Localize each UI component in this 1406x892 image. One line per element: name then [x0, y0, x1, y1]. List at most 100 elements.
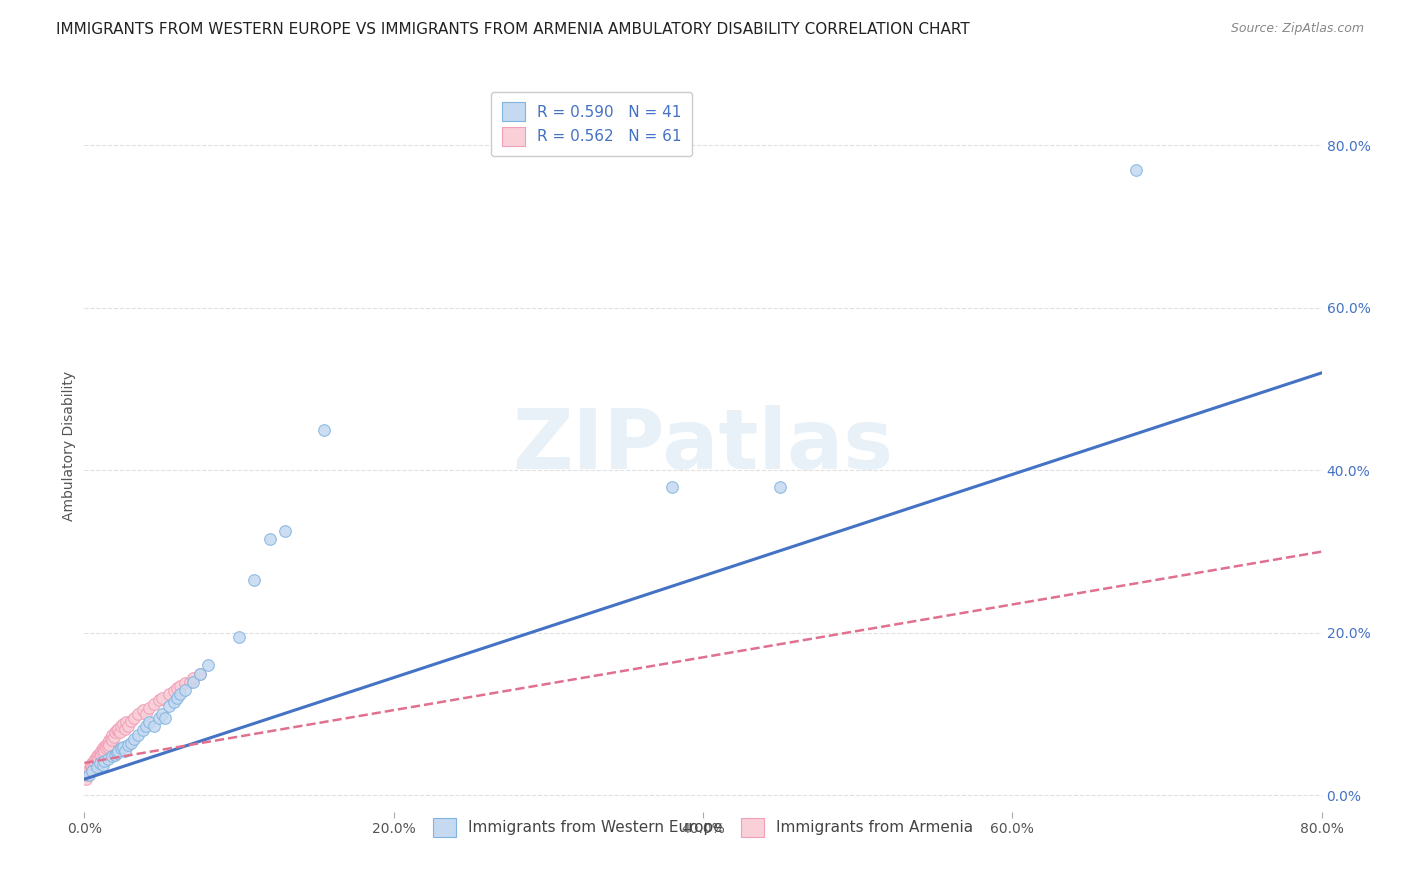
Text: Source: ZipAtlas.com: Source: ZipAtlas.com: [1230, 22, 1364, 36]
Point: [75, 772, 97, 787]
Point: [159, 687, 180, 701]
Point: [112, 739, 135, 754]
Point: [148, 692, 170, 706]
Y-axis label: Ambulatory Disability: Ambulatory Disability: [62, 371, 76, 521]
Point: [100, 731, 122, 746]
Point: [114, 744, 136, 758]
Point: [181, 671, 204, 685]
Point: [188, 666, 211, 681]
Point: [138, 700, 160, 714]
Point: [91, 746, 114, 760]
Point: [120, 736, 142, 750]
Point: [84, 752, 107, 766]
Point: [76, 765, 98, 780]
Point: [169, 687, 191, 701]
Point: [110, 741, 132, 756]
Point: [143, 719, 166, 733]
Point: [107, 744, 129, 758]
Point: [90, 747, 112, 762]
Point: [77, 768, 100, 782]
Point: [104, 725, 127, 739]
Point: [174, 682, 197, 697]
Point: [83, 757, 105, 772]
Point: [87, 752, 110, 766]
Point: [108, 725, 131, 739]
Point: [243, 573, 266, 587]
Point: [83, 755, 105, 769]
Point: [96, 739, 118, 754]
Point: [135, 707, 157, 722]
Point: [77, 763, 100, 777]
Point: [77, 764, 100, 778]
Point: [103, 730, 125, 744]
Point: [115, 715, 138, 730]
Point: [98, 738, 121, 752]
Point: [166, 681, 188, 696]
Point: [82, 756, 104, 770]
Point: [96, 736, 118, 750]
Point: [122, 711, 145, 725]
Point: [105, 723, 128, 738]
Point: [110, 719, 132, 733]
Point: [259, 533, 281, 547]
Text: ZIPatlas: ZIPatlas: [513, 406, 893, 486]
Point: [127, 727, 149, 741]
Point: [94, 741, 117, 756]
Point: [1125, 162, 1147, 177]
Point: [138, 715, 160, 730]
Point: [181, 674, 204, 689]
Point: [89, 756, 111, 770]
Point: [107, 722, 129, 736]
Point: [82, 760, 104, 774]
Point: [166, 690, 188, 705]
Point: [90, 744, 112, 758]
Point: [112, 717, 135, 731]
Point: [93, 755, 115, 769]
Point: [93, 744, 115, 758]
Point: [769, 480, 792, 494]
Point: [153, 711, 176, 725]
Point: [163, 684, 186, 698]
Point: [148, 711, 170, 725]
Point: [86, 760, 108, 774]
Point: [174, 676, 197, 690]
Point: [117, 738, 139, 752]
Point: [135, 719, 157, 733]
Point: [179, 674, 201, 689]
Point: [132, 703, 155, 717]
Point: [76, 768, 98, 782]
Point: [132, 723, 155, 738]
Point: [127, 707, 149, 722]
Point: [143, 698, 166, 712]
Point: [89, 746, 111, 760]
Point: [101, 733, 124, 747]
Point: [87, 747, 110, 762]
Point: [96, 752, 118, 766]
Point: [122, 731, 145, 746]
Point: [120, 714, 142, 728]
Point: [104, 747, 127, 762]
Point: [117, 719, 139, 733]
Point: [79, 760, 101, 774]
Text: IMMIGRANTS FROM WESTERN EUROPE VS IMMIGRANTS FROM ARMENIA AMBULATORY DISABILITY : IMMIGRANTS FROM WESTERN EUROPE VS IMMIGR…: [56, 22, 970, 37]
Point: [98, 733, 121, 747]
Point: [91, 741, 114, 756]
Point: [661, 480, 683, 494]
Point: [86, 749, 108, 764]
Point: [159, 699, 180, 714]
Legend: Immigrants from Western Europe, Immigrants from Armenia: Immigrants from Western Europe, Immigran…: [425, 811, 981, 845]
Point: [82, 764, 104, 778]
Point: [86, 755, 108, 769]
Point: [101, 727, 124, 741]
Point: [105, 746, 128, 760]
Point: [188, 666, 211, 681]
Point: [93, 739, 115, 754]
Point: [169, 679, 191, 693]
Point: [150, 690, 173, 705]
Point: [94, 738, 117, 752]
Point: [91, 757, 114, 772]
Point: [228, 630, 250, 644]
Point: [114, 722, 136, 736]
Point: [163, 695, 186, 709]
Point: [197, 658, 219, 673]
